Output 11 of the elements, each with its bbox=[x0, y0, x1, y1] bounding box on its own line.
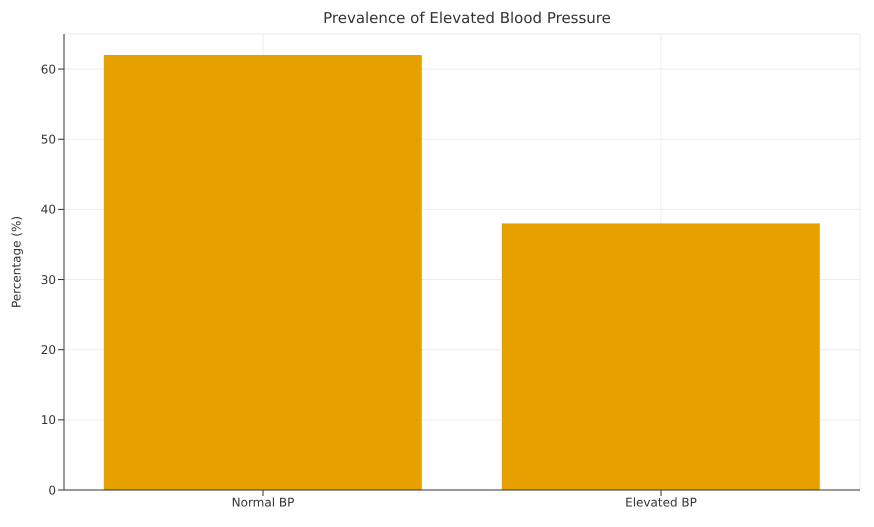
y-tick-label: 20 bbox=[40, 342, 56, 357]
y-tick-label: 30 bbox=[40, 272, 56, 287]
y-tick-label: 40 bbox=[40, 202, 56, 217]
x-tick-label: Elevated BP bbox=[625, 496, 697, 510]
y-tick-label: 60 bbox=[40, 62, 56, 76]
y-axis-title: Percentage (%) bbox=[9, 216, 24, 308]
y-tick-label: 10 bbox=[40, 413, 56, 428]
y-tick-label: 0 bbox=[48, 483, 56, 498]
chart-title: Prevalence of Elevated Blood Pressure bbox=[322, 8, 612, 28]
x-tick-label: Normal BP bbox=[232, 496, 294, 510]
y-tick-label: 50 bbox=[40, 132, 56, 146]
